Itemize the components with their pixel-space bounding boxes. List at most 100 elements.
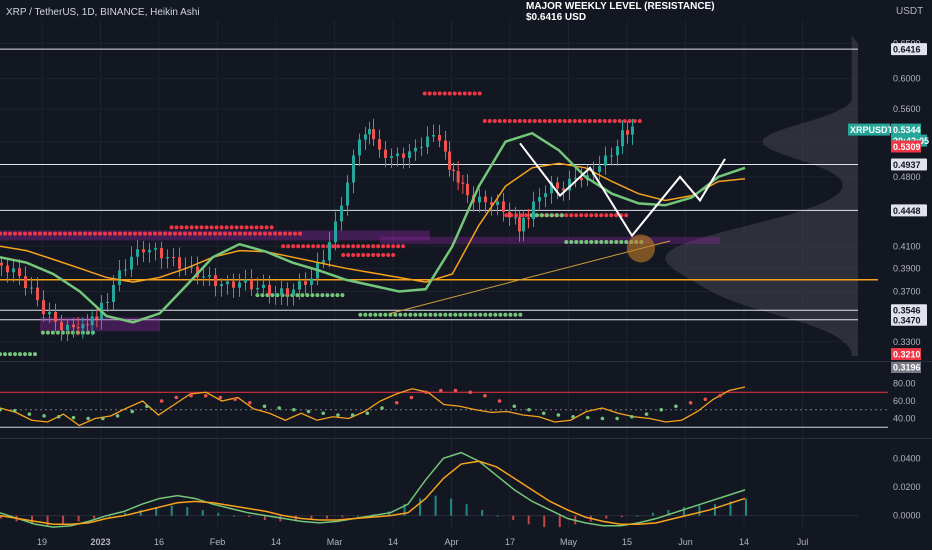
candle-body bbox=[95, 316, 99, 320]
rsi-dot bbox=[56, 414, 61, 419]
mid-zone bbox=[380, 236, 720, 245]
dot-level-red bbox=[0, 231, 302, 236]
candle-body bbox=[208, 275, 211, 277]
y-tick-label: 0.3300 bbox=[893, 337, 921, 347]
dot bbox=[259, 225, 264, 230]
macd-bar bbox=[356, 515, 359, 517]
dot bbox=[597, 118, 602, 123]
dot bbox=[378, 312, 383, 317]
rsi-dot bbox=[468, 390, 473, 395]
dot bbox=[599, 240, 604, 245]
dot bbox=[622, 118, 627, 123]
candle-body bbox=[568, 178, 571, 191]
dot bbox=[103, 231, 107, 236]
candle-body bbox=[390, 156, 393, 158]
dot bbox=[567, 118, 572, 123]
dot bbox=[432, 91, 437, 96]
candle-body bbox=[532, 201, 535, 220]
candle-body bbox=[518, 217, 521, 232]
dot bbox=[482, 118, 487, 123]
rsi-dot bbox=[453, 388, 458, 393]
level-tag bbox=[891, 158, 927, 171]
rsi-dot bbox=[321, 411, 326, 416]
macd-bar bbox=[325, 515, 328, 519]
dot bbox=[351, 244, 356, 249]
candle-body bbox=[172, 257, 175, 259]
dot bbox=[58, 231, 62, 236]
rsi-dot bbox=[159, 399, 164, 403]
rsi-dot bbox=[585, 415, 590, 420]
dot bbox=[483, 312, 488, 317]
pane-separator-1[interactable] bbox=[0, 361, 932, 362]
macd-bar bbox=[636, 515, 639, 517]
candle-body bbox=[378, 139, 381, 150]
candle-body bbox=[550, 182, 553, 194]
dot bbox=[228, 231, 232, 236]
rsi-dot bbox=[145, 404, 149, 409]
rsi-dot bbox=[365, 411, 370, 416]
macd-bar bbox=[186, 507, 189, 516]
level-label: 0.3546 bbox=[893, 306, 921, 316]
dot bbox=[224, 225, 229, 230]
candle-body bbox=[496, 201, 499, 205]
rsi-dot bbox=[350, 413, 355, 417]
candle-body bbox=[396, 153, 399, 157]
rsi-dot bbox=[674, 404, 678, 409]
dot bbox=[497, 118, 502, 123]
rsi-dot bbox=[218, 395, 223, 400]
dot bbox=[477, 91, 482, 96]
rsi-y-tick: 60.00 bbox=[893, 396, 916, 406]
dot bbox=[269, 225, 274, 230]
candle-body bbox=[610, 155, 613, 157]
dot bbox=[609, 240, 614, 245]
dot bbox=[253, 231, 257, 236]
dot bbox=[557, 118, 562, 123]
dot bbox=[351, 252, 356, 257]
dot bbox=[193, 231, 197, 236]
dot bbox=[320, 293, 325, 298]
dot bbox=[637, 118, 642, 123]
macd-bar bbox=[294, 515, 297, 522]
dot bbox=[534, 213, 539, 218]
candle-body bbox=[372, 129, 375, 140]
candle-body bbox=[54, 311, 57, 322]
dot bbox=[254, 225, 259, 230]
dot bbox=[18, 352, 22, 357]
macd-bar bbox=[62, 515, 65, 525]
rsi-dot bbox=[541, 411, 546, 416]
dot bbox=[33, 352, 37, 357]
rsi-dot bbox=[688, 400, 693, 405]
candle-body bbox=[310, 278, 313, 285]
dot bbox=[296, 244, 301, 249]
candle-body bbox=[90, 316, 94, 326]
dot bbox=[45, 330, 50, 335]
dot bbox=[462, 91, 467, 96]
macd-bar bbox=[108, 515, 111, 517]
dot bbox=[28, 352, 32, 357]
dot bbox=[335, 293, 340, 298]
pane-separator-2[interactable] bbox=[0, 438, 932, 439]
pattern-zigzag bbox=[519, 142, 726, 238]
dot bbox=[619, 240, 624, 245]
dot bbox=[63, 231, 67, 236]
macd-bar bbox=[481, 509, 484, 516]
dot bbox=[301, 244, 306, 249]
dot bbox=[366, 252, 371, 257]
macd-bar bbox=[745, 498, 747, 516]
dot bbox=[473, 312, 478, 317]
level-label: 0.4448 bbox=[893, 206, 921, 216]
dot bbox=[258, 231, 262, 236]
dot bbox=[612, 118, 617, 123]
dot bbox=[564, 213, 569, 218]
dot bbox=[463, 312, 468, 317]
macd-bar bbox=[155, 507, 158, 516]
dot bbox=[366, 244, 371, 249]
dot bbox=[383, 312, 388, 317]
candle-body bbox=[420, 147, 423, 149]
dot bbox=[572, 118, 577, 123]
dot bbox=[532, 118, 537, 123]
dot bbox=[418, 312, 423, 317]
dot bbox=[443, 312, 448, 317]
candle-body bbox=[352, 155, 355, 183]
